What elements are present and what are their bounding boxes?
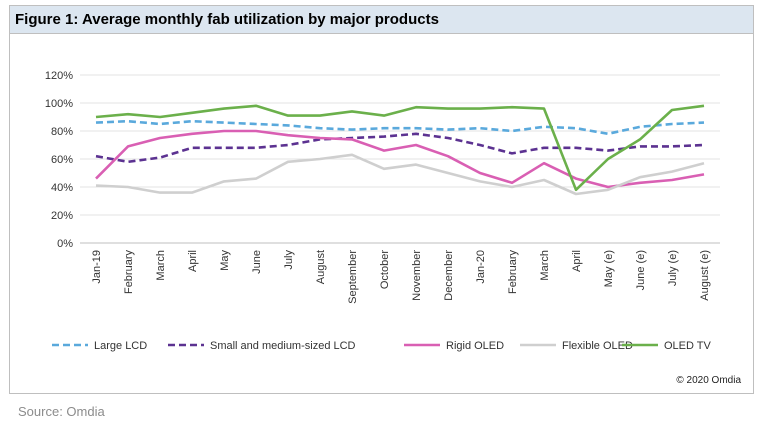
x-tick-label: April <box>571 250 583 272</box>
series-line <box>95 132 705 164</box>
x-tick-label: July (e) <box>667 250 679 286</box>
legend-label: Flexible OLED <box>562 340 633 352</box>
x-tick-label: Jan-20 <box>475 250 487 284</box>
x-tick-label: July <box>283 250 295 270</box>
x-tick-label: March <box>155 250 167 281</box>
x-tick-label: May <box>219 250 231 271</box>
figure-title: Figure 1: Average monthly fab utilizatio… <box>15 11 439 28</box>
series-line <box>95 153 705 196</box>
source-note: Source: Omdia <box>18 404 105 419</box>
y-tick-label: 40% <box>51 182 73 194</box>
legend-label: Small and medium-sized LCD <box>210 340 356 352</box>
figure-frame: Figure 1: Average monthly fab utilizatio… <box>9 5 754 394</box>
x-tick-label: February <box>123 250 135 295</box>
x-tick-label: June (e) <box>635 250 647 290</box>
copyright-notice: © 2020 Omdia <box>676 375 741 386</box>
legend-label: OLED TV <box>664 340 712 352</box>
x-tick-label: November <box>411 250 423 301</box>
series-line <box>95 129 705 189</box>
y-tick-label: 120% <box>45 70 73 82</box>
legend-label: Rigid OLED <box>446 340 504 352</box>
y-tick-label: 60% <box>51 154 73 166</box>
x-tick-label: March <box>539 250 551 281</box>
figure-title-bar: Figure 1: Average monthly fab utilizatio… <box>10 6 753 34</box>
series-line <box>95 104 705 192</box>
x-tick-label: August (e) <box>699 250 711 301</box>
x-tick-label: September <box>347 250 359 304</box>
x-tick-label: Jan-19 <box>91 250 103 284</box>
y-tick-label: 80% <box>51 126 73 138</box>
legend-label: Large LCD <box>94 340 147 352</box>
x-tick-label: June <box>251 250 263 274</box>
y-tick-label: 20% <box>51 210 73 222</box>
x-tick-label: May (e) <box>603 250 615 287</box>
x-tick-label: December <box>443 250 455 301</box>
x-tick-label: October <box>379 250 391 289</box>
y-tick-label: 100% <box>45 98 73 110</box>
x-tick-label: April <box>187 250 199 272</box>
series-line <box>95 119 705 136</box>
y-tick-label: 0% <box>57 238 73 250</box>
x-tick-label: August <box>315 250 327 284</box>
x-tick-label: February <box>507 250 519 295</box>
